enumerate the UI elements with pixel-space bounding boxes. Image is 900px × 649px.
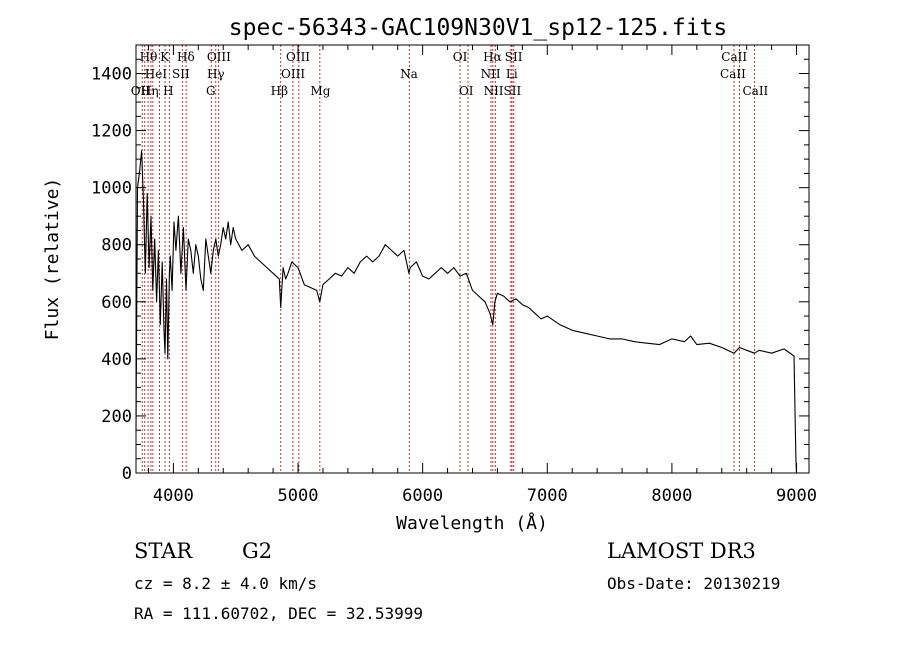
y-tick-label: 1400 — [91, 65, 132, 85]
y-tick-label: 800 — [101, 236, 132, 256]
line-label: OI — [459, 84, 474, 98]
x-tick-label: 8000 — [651, 486, 692, 506]
y-axis-label: Flux (relative) — [42, 178, 63, 341]
line-label: CaII — [742, 84, 768, 98]
x-tick-label: 5000 — [278, 486, 319, 506]
line-label: NIISII — [484, 84, 522, 98]
line-label: Hβ — [271, 84, 288, 98]
y-tick-label: 1000 — [91, 179, 132, 199]
x-axis-label: Wavelength (Å) — [396, 512, 548, 534]
y-tick-label: 0 — [122, 464, 132, 484]
line-label: CaII — [721, 50, 747, 64]
line-label: Hθ — [140, 50, 158, 64]
line-label: Hα — [483, 50, 502, 64]
y-tick-label: 400 — [101, 350, 132, 370]
series-line-flux — [135, 150, 798, 474]
line-label: CaII — [720, 67, 746, 81]
line-label: Na — [400, 67, 418, 81]
x-tick-label: 7000 — [527, 486, 568, 506]
y-tick-label: 600 — [101, 293, 132, 313]
x-tick-label: 9000 — [776, 486, 817, 506]
line-label: NII — [481, 67, 501, 81]
object-class: STAR — [134, 539, 193, 563]
survey-name: LAMOST DR3 — [607, 539, 756, 563]
emission-line-markers — [141, 45, 755, 473]
line-label: SII — [172, 67, 190, 81]
plot-frame — [135, 44, 810, 474]
line-label: OI — [453, 50, 468, 64]
line-label: H — [163, 84, 173, 98]
x-tick-label: 6000 — [402, 486, 443, 506]
y-tick-label: 200 — [101, 407, 132, 427]
line-label: K — [160, 50, 170, 64]
line-label: Hγ — [207, 67, 225, 81]
chart-title: spec-56343-GAC109N30V1_sp12-125.fits — [229, 15, 728, 41]
line-label: Mg — [310, 84, 330, 98]
line-label: SII — [505, 50, 523, 64]
obs-date: Obs-Date: 20130219 — [607, 574, 781, 593]
line-label: HeI — [145, 67, 168, 81]
spectrum-series — [135, 150, 798, 474]
line-label: OIII — [207, 50, 231, 64]
line-label: OIII — [281, 67, 305, 81]
line-label: Hη — [141, 84, 159, 98]
velocity: cz = 8.2 ± 4.0 km/s — [134, 574, 318, 593]
line-label: G — [206, 84, 216, 98]
x-tick-label: 4000 — [153, 486, 194, 506]
object-subclass: G2 — [242, 539, 273, 563]
coordinates: RA = 111.60702, DEC = 32.53999 — [134, 604, 423, 623]
axes: 4000 5000 6000 7000 8000 9000 0 200 400 600 800 100… — [91, 45, 817, 506]
line-label: OIII — [286, 50, 310, 64]
line-label: Hδ — [177, 50, 195, 64]
y-tick-label: 1200 — [91, 122, 132, 142]
line-label: Li — [506, 67, 518, 81]
